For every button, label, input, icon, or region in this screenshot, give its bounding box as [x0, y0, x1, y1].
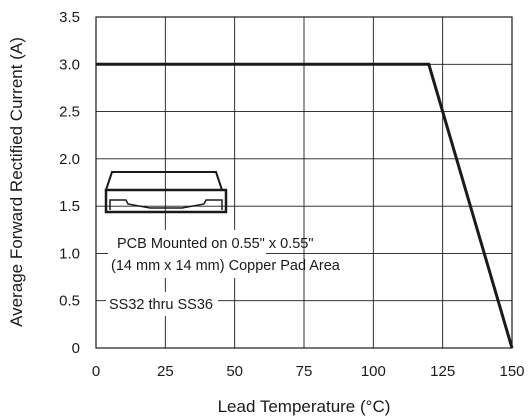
package-icon [104, 171, 228, 214]
y-tick-label: 0 [72, 340, 80, 357]
series-layer [96, 62, 514, 349]
y-tick-label: 1.0 [59, 245, 80, 262]
y-tick-label: 1.5 [59, 198, 80, 215]
annotation-part-numbers: SS32 thru SS36 [109, 297, 213, 313]
part-label-bg [106, 292, 218, 316]
y-tick-label: 3.5 [59, 9, 80, 26]
x-tick-label: 25 [157, 363, 174, 380]
annotation-backgrounds [106, 230, 266, 316]
derating-curve [96, 62, 514, 349]
y-tick-label: 2.0 [59, 151, 80, 168]
x-tick-label: 100 [361, 363, 386, 380]
x-tick-label: 75 [296, 363, 313, 380]
annotation-line-2: (14 mm x 14 mm) Copper Pad Area [111, 258, 341, 274]
package-leads-outline [104, 188, 228, 214]
annotation-line-1: PCB Mounted on 0.55" x 0.55" [117, 236, 314, 252]
y-tick-label: 0.5 [59, 293, 80, 310]
x-axis-label: Lead Temperature (°C) [218, 397, 391, 416]
tick-labels: 0 25 50 75 100 125 150 0 0.5 1.0 1.5 2.0 2.5 3.0 3.5 [59, 9, 524, 380]
y-tick-label: 3.0 [59, 56, 80, 73]
package-pad-outline [109, 199, 223, 210]
x-tick-label: 150 [499, 363, 524, 380]
x-tick-label: 50 [226, 363, 243, 380]
annotation-bg [108, 230, 266, 278]
y-tick-label: 2.5 [59, 104, 80, 121]
x-tick-label: 125 [430, 363, 455, 380]
x-tick-label: 0 [92, 363, 100, 380]
package-body-outline [104, 171, 224, 191]
y-axis-label: Average Forward Rectified Current (A) [7, 37, 26, 327]
plot-frame [95, 16, 513, 349]
